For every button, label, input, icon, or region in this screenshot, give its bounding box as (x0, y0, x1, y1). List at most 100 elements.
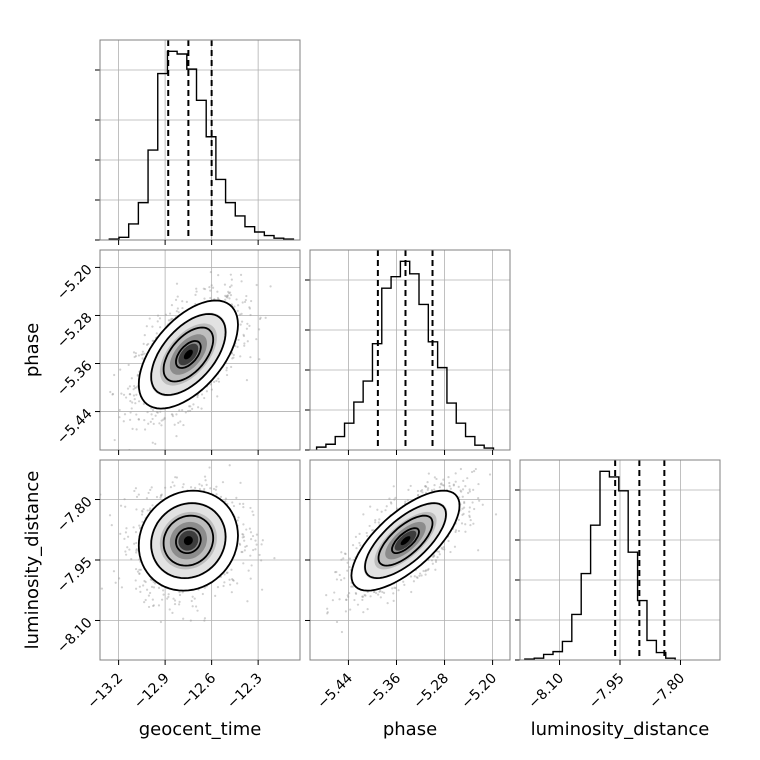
sample-point (440, 546, 443, 550)
sample-point (239, 323, 242, 326)
sample-point (129, 411, 132, 414)
sample-point (228, 297, 231, 300)
sample-point (431, 555, 435, 558)
sample-point (159, 620, 163, 624)
sample-point (366, 534, 369, 538)
contour-core (391, 527, 420, 554)
sample-point (166, 597, 169, 600)
sample-point (172, 597, 175, 600)
sample-point (260, 559, 263, 562)
sample-point (154, 442, 157, 445)
sample-point (139, 568, 142, 571)
sample-point (255, 283, 258, 287)
sample-point (373, 590, 376, 593)
sample-point (177, 421, 180, 424)
sample-point (225, 366, 228, 370)
sample-point (163, 417, 166, 420)
sample-point (470, 470, 474, 474)
sample-point (416, 489, 420, 493)
sample-point (217, 377, 220, 380)
sample-point (175, 476, 179, 479)
sample-point (151, 598, 154, 601)
sample-point (452, 484, 455, 487)
sample-point (140, 513, 144, 516)
sample-point (426, 481, 429, 484)
sample-point (255, 338, 258, 341)
x-axis-label-geocent_time: geocent_time (139, 719, 262, 740)
sample-point (120, 586, 124, 589)
sample-point (147, 422, 150, 425)
sample-point (224, 298, 227, 301)
sample-point (420, 574, 423, 577)
sample-point (419, 490, 422, 493)
sample-point (434, 560, 438, 563)
sample-point (100, 587, 104, 590)
sample-point (140, 353, 143, 356)
sample-point (407, 488, 410, 491)
sample-point (152, 586, 156, 589)
scatter-points (100, 464, 276, 624)
sample-point (424, 569, 428, 572)
sample-point (196, 609, 199, 612)
sample-point (169, 318, 172, 321)
sample-point (354, 591, 357, 595)
sample-point (228, 464, 231, 467)
sample-point (203, 475, 207, 478)
sample-point (208, 466, 211, 469)
sample-point (447, 476, 450, 479)
sample-point (135, 508, 138, 511)
sample-point (378, 518, 381, 521)
sample-point (462, 479, 465, 482)
sample-point (122, 420, 125, 423)
sample-point (176, 307, 179, 310)
sample-point (355, 547, 358, 550)
sample-point (130, 557, 133, 561)
sample-point (132, 388, 135, 391)
sample-point (149, 488, 152, 491)
sample-point (143, 600, 146, 604)
sample-point (377, 521, 380, 524)
sample-point (417, 493, 420, 497)
sample-point (365, 531, 368, 535)
sample-point (457, 518, 460, 521)
sample-point (225, 295, 228, 298)
sample-point (427, 487, 430, 490)
sample-point (181, 300, 184, 303)
sample-point (202, 287, 205, 290)
sample-point (392, 599, 395, 602)
sample-point (131, 401, 134, 404)
sample-point (416, 494, 420, 497)
sample-point (364, 594, 367, 597)
sample-point (191, 605, 194, 608)
sample-point (351, 543, 355, 547)
sample-point (468, 490, 471, 493)
sample-point (147, 605, 151, 609)
sample-point (119, 368, 122, 371)
sample-point (173, 599, 177, 602)
sample-point (335, 570, 338, 574)
sample-point (203, 396, 206, 400)
sample-point (413, 575, 416, 578)
sample-point (126, 546, 129, 549)
sample-point (249, 313, 252, 317)
sample-point (468, 510, 471, 513)
sample-point (125, 527, 128, 530)
sample-point (178, 603, 181, 606)
sample-point (473, 507, 476, 511)
sample-point (422, 569, 425, 573)
sample-point (409, 575, 413, 578)
sample-point (171, 415, 175, 418)
sample-point (334, 571, 337, 574)
histogram-panel-luminosity_distance (515, 459, 721, 665)
sample-point (135, 548, 138, 551)
sample-point (473, 469, 476, 473)
sample-point (217, 380, 221, 383)
sample-point (481, 503, 484, 506)
sample-point (145, 588, 149, 591)
sample-point (119, 532, 122, 535)
sample-point (191, 407, 194, 410)
sample-point (340, 551, 343, 554)
sample-point (148, 509, 151, 512)
sample-point (249, 356, 252, 359)
sample-point (347, 595, 350, 599)
